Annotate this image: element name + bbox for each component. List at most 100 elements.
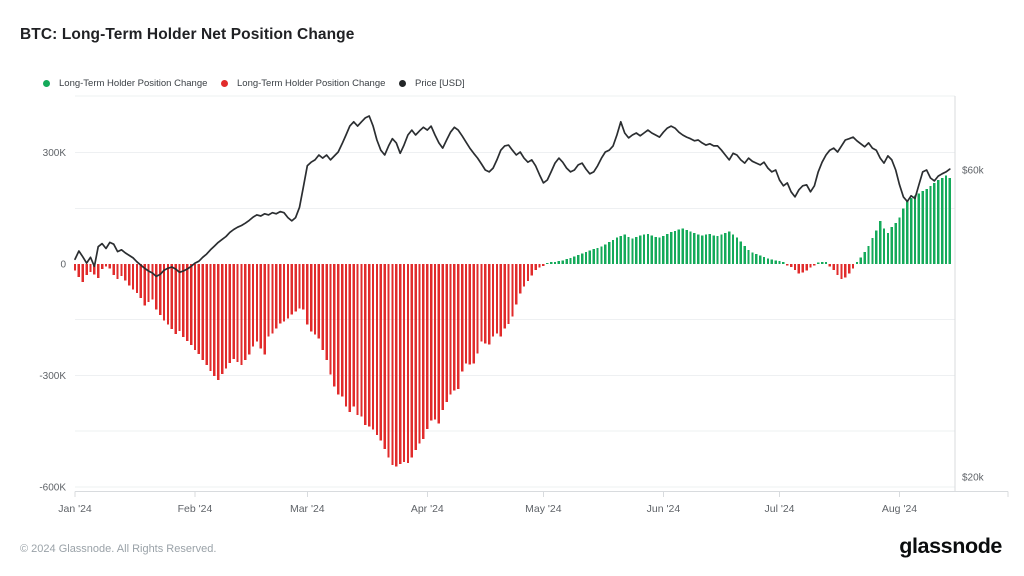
lth-net-position-bar <box>108 264 111 269</box>
lth-net-position-bar <box>894 223 897 264</box>
lth-net-position-bar <box>766 258 770 264</box>
lth-net-position-bar <box>658 237 661 264</box>
lth-net-position-bar <box>344 264 348 407</box>
lth-net-position-bar <box>100 264 104 270</box>
lth-net-position-bar <box>933 183 936 264</box>
lth-net-position-bar <box>542 264 545 267</box>
lth-net-position-bar <box>488 264 491 345</box>
right-axis-label: $60k <box>962 166 985 177</box>
x-axis-label: May '24 <box>525 503 562 515</box>
lth-net-position-bar <box>159 264 162 316</box>
lth-net-position-bar <box>631 238 634 264</box>
lth-net-position-bar <box>155 264 158 310</box>
lth-net-position-bar <box>859 257 862 264</box>
lth-net-position-bar <box>213 264 216 377</box>
lth-net-position-bar <box>515 264 518 305</box>
lth-net-position-bar <box>453 264 456 391</box>
lth-net-position-bar <box>569 258 572 264</box>
lth-net-position-bar <box>747 249 750 264</box>
lth-net-position-bar <box>681 228 684 264</box>
legend-item-lth-positive[interactable]: Long-Term Holder Position Change <box>43 78 207 89</box>
lth-net-position-bar <box>646 233 650 264</box>
lth-net-position-bar <box>751 252 754 264</box>
lth-net-position-bar <box>240 264 243 365</box>
legend-item-lth-negative[interactable]: Long-Term Holder Position Change <box>221 78 385 89</box>
lth-net-position-bar <box>209 264 212 371</box>
lth-net-position-bar <box>162 264 166 321</box>
lth-net-position-bar <box>414 264 417 451</box>
lth-net-position-bar <box>429 264 433 421</box>
lth-net-position-bar <box>627 236 630 264</box>
lth-net-position-bar <box>534 264 537 270</box>
lth-net-position-bar <box>584 252 588 264</box>
lth-net-position-bar <box>797 264 801 274</box>
lth-net-position-bar <box>608 242 611 264</box>
legend-label: Long-Term Holder Position Change <box>59 78 208 89</box>
lth-net-position-bar <box>654 236 657 264</box>
lth-net-position-bar <box>724 232 727 264</box>
lth-net-position-bar <box>828 264 831 267</box>
lth-net-position-bar <box>604 244 607 264</box>
lth-net-position-bar <box>507 264 510 324</box>
lth-net-position-bar <box>844 264 847 278</box>
lth-net-position-bar <box>387 264 390 458</box>
lth-net-position-bar <box>573 256 576 264</box>
legend-dot-green <box>43 80 50 87</box>
lth-net-position-bar <box>166 264 170 325</box>
lth-net-position-bar <box>925 189 928 264</box>
lth-net-position-bar <box>882 228 886 264</box>
lth-net-position-bar <box>104 264 108 267</box>
lth-net-position-bar <box>793 264 797 270</box>
lth-net-position-bar <box>286 264 290 319</box>
lth-net-position-bar <box>422 264 425 439</box>
lth-net-position-bar <box>832 264 835 270</box>
lth-net-position-bar <box>735 237 739 264</box>
lth-net-position-bar <box>178 264 181 331</box>
lth-net-position-bar <box>549 262 553 264</box>
lth-net-position-bar <box>817 262 820 264</box>
lth-net-position-bar <box>128 264 131 286</box>
lth-net-position-bar <box>700 235 704 264</box>
lth-net-position-bar <box>236 264 239 363</box>
lth-net-position-bar <box>97 264 100 279</box>
x-axis-label: Jun '24 <box>647 503 681 515</box>
lth-net-position-bar <box>406 264 410 464</box>
lth-net-position-bar <box>743 246 746 264</box>
lth-net-position-bar <box>851 264 855 269</box>
legend-item-price[interactable]: Price [USD] <box>399 78 465 89</box>
lth-net-position-bar <box>340 264 344 397</box>
x-axis-label: Feb '24 <box>178 503 213 515</box>
lth-net-position-bar <box>557 261 561 264</box>
lth-net-position-bar <box>909 197 913 264</box>
lth-net-position-bar <box>588 250 591 264</box>
lth-net-position-bar <box>170 264 173 329</box>
lth-net-position-bar <box>441 264 444 410</box>
lth-net-position-bar <box>921 191 924 264</box>
lth-net-position-bar <box>902 208 905 265</box>
lth-net-position-bar <box>143 264 146 306</box>
lth-net-position-bar <box>673 230 677 264</box>
lth-net-position-bar <box>348 264 351 412</box>
lth-net-position-bar <box>511 264 514 317</box>
lth-net-position-bar <box>205 264 208 365</box>
lth-net-position-bar <box>689 231 692 264</box>
lth-net-position-bar <box>275 264 278 329</box>
lth-net-position-bar <box>375 264 379 436</box>
lth-net-position-bar <box>553 261 557 264</box>
lth-net-position-bar <box>600 246 603 264</box>
lth-net-position-bar <box>519 264 522 294</box>
lth-net-position-bar <box>352 264 355 407</box>
x-axis-label: Mar '24 <box>290 503 325 515</box>
lth-net-position-bar <box>131 264 135 290</box>
lth-net-position-bar <box>546 262 549 264</box>
lth-net-position-bar <box>73 264 77 271</box>
lth-net-position-bar <box>217 264 220 380</box>
lth-net-position-bar <box>650 235 653 264</box>
price-line <box>74 115 951 278</box>
lth-net-position-bar <box>824 262 828 264</box>
lth-net-position-bar <box>580 253 584 264</box>
legend-label: Price [USD] <box>415 78 465 89</box>
lth-net-position-bar <box>418 264 421 444</box>
